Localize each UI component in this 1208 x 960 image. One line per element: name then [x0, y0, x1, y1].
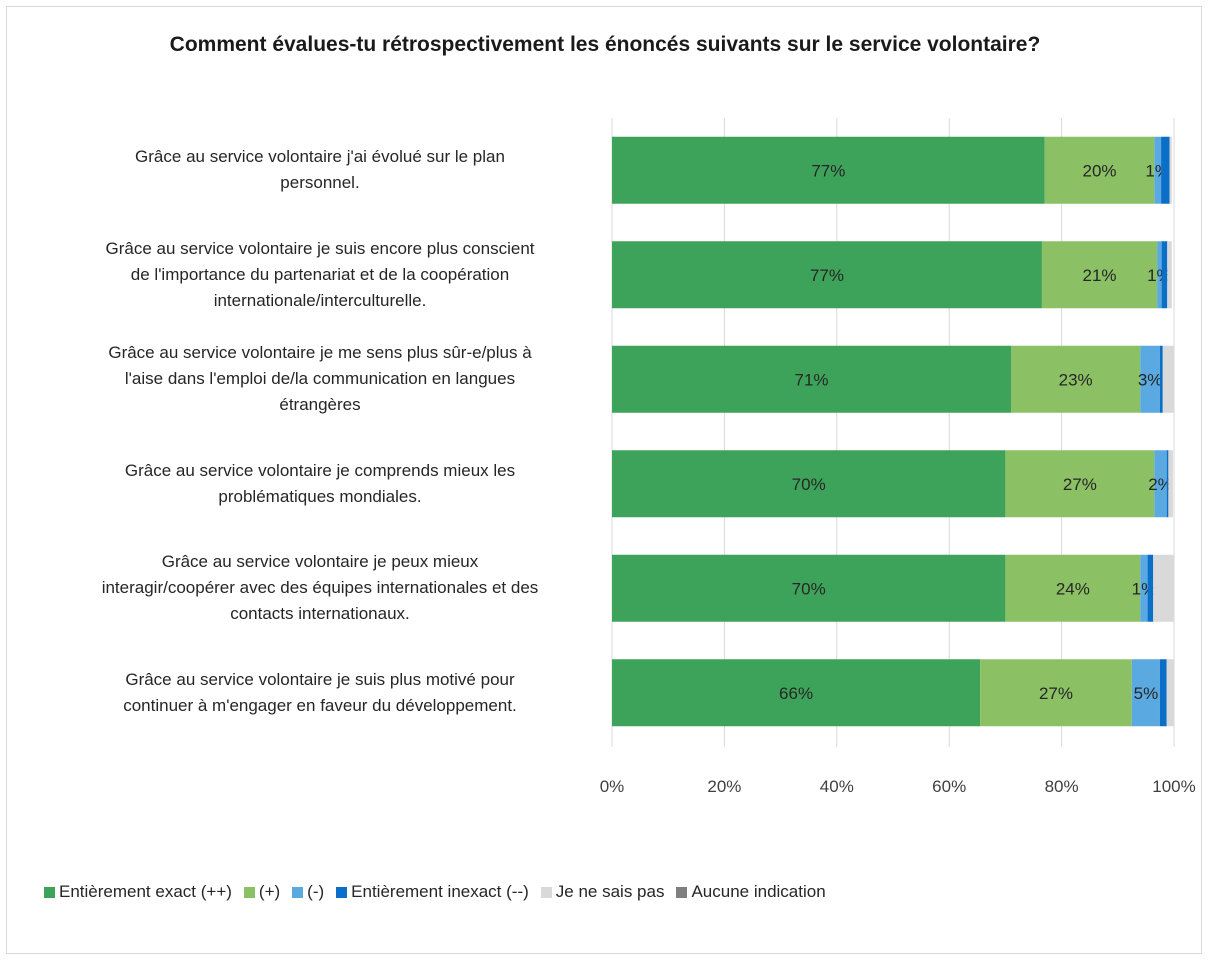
- legend-swatch: [44, 886, 55, 898]
- x-tick-label: 100%: [1152, 777, 1195, 796]
- bar-segment: [1161, 241, 1168, 309]
- bar-segment: [612, 450, 1006, 518]
- bar-segment: [1011, 345, 1141, 413]
- legend-swatch: [676, 886, 688, 898]
- bar-segment: [1166, 450, 1169, 518]
- category-label-line: internationale/interculturelle.: [213, 290, 427, 310]
- bar-segment: [1041, 241, 1158, 309]
- bar-segment: [1161, 136, 1170, 204]
- data-label: 70%: [792, 579, 826, 598]
- category-label-line: Grâce au service volontaire je me sens p…: [108, 343, 532, 363]
- category-label: Grâce au service volontaire je peux mieu…: [60, 549, 580, 627]
- bar-segment: [1162, 345, 1174, 413]
- category-label: Grâce au service volontaire je suis plus…: [60, 667, 580, 719]
- category-label-line: Grâce au service volontaire je suis plus…: [125, 669, 515, 689]
- chart-title: Comment évalues-tu rétrospectivement les…: [169, 33, 1041, 56]
- category-label-line: Grâce au service volontaire j'ai évolué …: [135, 147, 505, 167]
- bar-segment: [1005, 450, 1155, 518]
- legend: Entièrement exact (++) (+) (-) Entièrement …: [44, 880, 838, 904]
- data-label: 71%: [794, 370, 828, 389]
- bar-segment: [1154, 136, 1162, 204]
- legend-item: Entièrement inexact (--): [336, 882, 529, 902]
- legend-item: (+): [243, 882, 281, 902]
- legend-label: (+): [258, 882, 281, 901]
- legend-swatch: [336, 886, 348, 898]
- data-label: 77%: [811, 161, 845, 180]
- bar-segment: [1168, 450, 1173, 518]
- bar-segment: [1167, 241, 1172, 309]
- category-label-line: continuer à m'engager en faveur du dével…: [123, 695, 517, 715]
- legend-label: Entièrement inexact (--): [351, 882, 529, 901]
- bar-segment: [1153, 554, 1174, 622]
- bar-segment: [1154, 450, 1167, 518]
- bar-segment: [612, 241, 1042, 309]
- x-tick-label: 60%: [932, 777, 966, 796]
- bar-segment: [1005, 554, 1141, 622]
- legend-label: Entièrement exact (++): [59, 882, 232, 901]
- data-label: 66%: [779, 684, 813, 703]
- bar-segment: [1157, 241, 1162, 309]
- data-label: 27%: [1063, 475, 1097, 494]
- data-label: 77%: [810, 266, 844, 285]
- bar-segment: [1159, 659, 1167, 727]
- bar-segment: [612, 136, 1045, 204]
- data-label: 3%: [1138, 370, 1163, 389]
- category-label-line: Grâce au service volontaire je comprends…: [124, 460, 516, 480]
- data-label: 24%: [1056, 579, 1090, 598]
- x-tick-label: 80%: [1045, 777, 1079, 796]
- data-label: 5%: [1134, 684, 1159, 703]
- legend-swatch: [292, 886, 304, 898]
- legend-label: (-): [307, 882, 325, 901]
- category-label: Grâce au service volontaire je me sens p…: [60, 340, 580, 418]
- data-label: 20%: [1083, 161, 1117, 180]
- legend-label: Je ne sais pas: [555, 882, 665, 901]
- category-label: Grâce au service volontaire j'ai évolué …: [60, 144, 580, 196]
- category-label-line: Grâce au service volontaire je suis enco…: [105, 238, 535, 258]
- category-label-line: Grâce au service volontaire je peux mieu…: [161, 552, 479, 572]
- legend-item: Aucune indication: [676, 882, 826, 902]
- bar-segment: [980, 659, 1132, 727]
- category-label-line: problématiques mondiales.: [218, 486, 422, 506]
- bar-segment: [1140, 345, 1160, 413]
- bar-segment: [612, 554, 1006, 622]
- category-label: Grâce au service volontaire je comprends…: [60, 458, 580, 510]
- bar-segment: [1140, 554, 1148, 622]
- bar-segment: [1169, 136, 1172, 204]
- x-tick-label: 40%: [820, 777, 854, 796]
- category-label-line: l'aise dans l'emploi de/la communication…: [124, 369, 516, 389]
- category-label-line: de l'importance du partenariat et de la …: [130, 264, 510, 284]
- bar-segment: [1131, 659, 1160, 727]
- data-label: 70%: [792, 475, 826, 494]
- bar-segment: [1166, 659, 1174, 727]
- data-label: 21%: [1083, 266, 1117, 285]
- bar-segment: [612, 659, 981, 727]
- legend-item: Je ne sais pas: [540, 882, 665, 902]
- data-label: 23%: [1059, 370, 1093, 389]
- x-tick-label: 0%: [600, 777, 625, 796]
- category-label-line: interagir/coopérer avec des équipes inte…: [101, 578, 539, 598]
- x-tick-label: 20%: [707, 777, 741, 796]
- legend-swatch: [540, 886, 552, 898]
- category-label-line: étrangères: [279, 395, 361, 415]
- category-label-line: contacts internationaux.: [230, 604, 410, 624]
- category-label-line: personnel.: [280, 173, 360, 193]
- bar-segment: [1044, 136, 1155, 204]
- legend-swatch: [243, 886, 255, 898]
- bar-segment: [1147, 554, 1154, 622]
- legend-item: Entièrement exact (++): [44, 882, 232, 902]
- legend-label: Aucune indication: [691, 882, 826, 901]
- data-label: 2%: [1148, 475, 1173, 494]
- bar-segment: [612, 345, 1012, 413]
- category-label: Grâce au service volontaire je suis enco…: [60, 236, 580, 314]
- bar-segment: [1159, 345, 1163, 413]
- data-label: 27%: [1039, 684, 1073, 703]
- legend-item: (-): [292, 882, 324, 902]
